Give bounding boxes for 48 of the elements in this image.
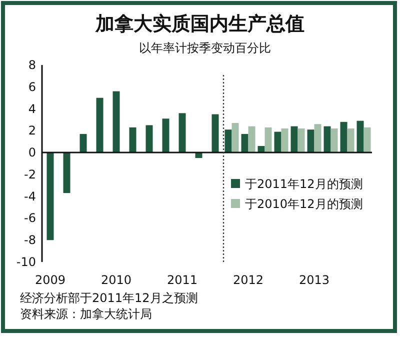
bar xyxy=(330,128,338,153)
bar xyxy=(324,126,331,153)
text: 资料来源：加拿大统计局 xyxy=(20,307,152,321)
x-tick-label: 2012 xyxy=(232,273,264,287)
bar xyxy=(264,127,272,153)
bar xyxy=(80,134,87,153)
x-tick-label: 2010 xyxy=(100,273,132,287)
bar xyxy=(224,130,232,153)
y-tick-label: 0 xyxy=(28,146,36,160)
bar xyxy=(146,125,153,153)
text: 经济分析部于2011年12月之预测 xyxy=(20,291,198,305)
y-tick-label: -4 xyxy=(24,189,36,204)
y-tick-label: 8 xyxy=(28,58,36,72)
legend-label: 于2010年12月的预测 xyxy=(245,197,363,211)
bar xyxy=(356,120,364,153)
bar xyxy=(307,130,314,153)
bar xyxy=(290,126,298,153)
chart-title: 加拿大实质国内生产总值 xyxy=(94,13,304,35)
bar xyxy=(248,126,256,153)
y-tick-label: -6 xyxy=(24,211,36,226)
y-tick-label: -2 xyxy=(24,167,36,182)
bar xyxy=(314,124,322,153)
bar xyxy=(63,152,70,194)
bar xyxy=(347,128,354,153)
y-tick-label: 2 xyxy=(28,124,36,138)
y-tick-label: -8 xyxy=(24,233,36,248)
bar xyxy=(178,113,186,153)
bar xyxy=(96,98,104,153)
bar xyxy=(298,128,305,153)
bar xyxy=(274,132,282,153)
x-tick-label: 2011 xyxy=(166,273,198,287)
y-tick-label: 6 xyxy=(28,80,36,94)
bar xyxy=(258,146,265,153)
bar xyxy=(232,123,239,153)
y-tick-label: -10 xyxy=(16,255,36,269)
x-tick-label: 2013 xyxy=(298,273,330,287)
bar xyxy=(241,134,248,153)
legend-label: 于2011年12月的预测 xyxy=(245,177,363,191)
bar xyxy=(46,152,54,240)
y-tick-label: 4 xyxy=(28,102,36,116)
bar xyxy=(281,128,288,153)
bar xyxy=(340,122,348,153)
bar xyxy=(364,127,371,153)
bar xyxy=(162,118,170,153)
bar xyxy=(112,91,120,153)
bar xyxy=(129,127,136,153)
x-tick-label: 2009 xyxy=(34,273,66,287)
chart-subtitle: 以年率计按季变动百分比 xyxy=(139,41,271,55)
